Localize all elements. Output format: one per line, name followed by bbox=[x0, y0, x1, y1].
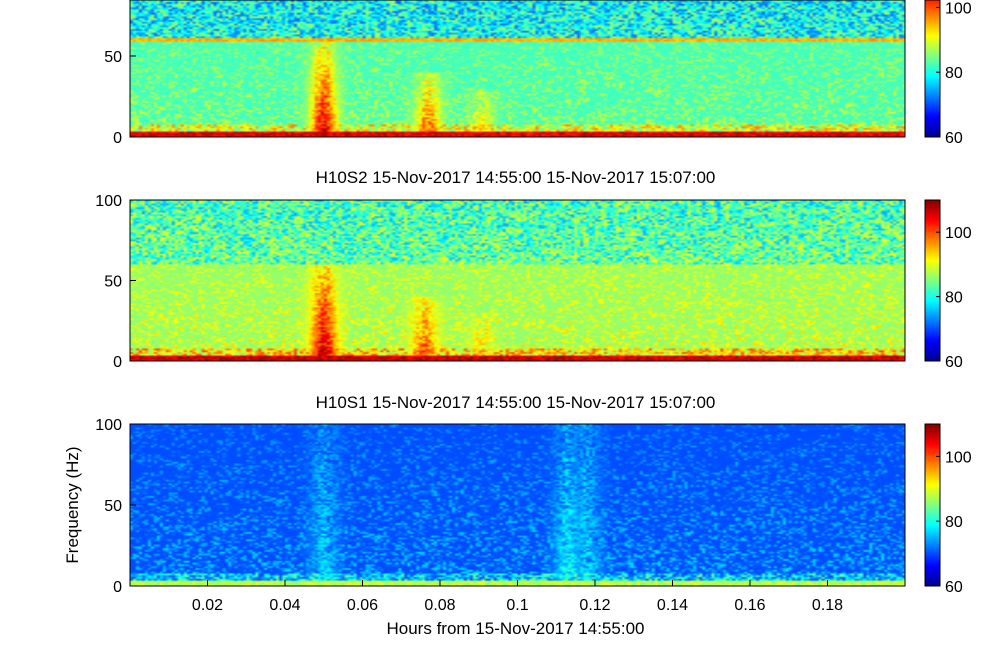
colorbar-tick-label: 80 bbox=[945, 514, 963, 531]
y-tick-label: 50 bbox=[104, 498, 122, 515]
y-tick-label: 100 bbox=[95, 417, 122, 434]
x-tick-label: 0.04 bbox=[269, 597, 300, 614]
x-tick-label: 0.14 bbox=[657, 597, 688, 614]
spectrogram-image bbox=[130, 200, 905, 361]
y-tick-label: 0 bbox=[113, 130, 122, 147]
x-axis-label: Hours from 15-Nov-2017 14:55:00 bbox=[387, 619, 645, 638]
x-tick-label: 0.18 bbox=[812, 597, 843, 614]
x-tick-label: 0.16 bbox=[734, 597, 765, 614]
x-tick-label: 0.06 bbox=[347, 597, 378, 614]
spectrogram-panel: 0 50 100 80 60 bbox=[104, 0, 972, 147]
y-tick-label: 50 bbox=[104, 49, 122, 66]
colorbar-tick-label: 80 bbox=[945, 290, 963, 307]
panel-title: H10S2 15-Nov-2017 14:55:00 15-Nov-2017 1… bbox=[316, 168, 716, 187]
y-tick-label: 0 bbox=[113, 354, 122, 371]
colorbar-tick-label: 60 bbox=[945, 579, 963, 596]
x-tick-label: 0.12 bbox=[579, 597, 610, 614]
y-tick-label: 50 bbox=[104, 274, 122, 291]
colorbar-tick-label: 60 bbox=[945, 354, 963, 371]
colorbar-tick-label: 60 bbox=[945, 130, 963, 147]
panel-title: H10S1 15-Nov-2017 14:55:00 15-Nov-2017 1… bbox=[316, 393, 716, 412]
colorbar bbox=[925, 0, 940, 137]
colorbar-frame bbox=[924, 199, 941, 362]
colorbar-tick-label: 100 bbox=[945, 0, 972, 17]
y-tick-label: 0 bbox=[113, 579, 122, 596]
x-tick-label: 0.08 bbox=[424, 597, 455, 614]
colorbar bbox=[925, 424, 940, 586]
colorbar-frame bbox=[924, 423, 941, 587]
x-tick-label: 0.1 bbox=[506, 597, 528, 614]
x-tick-label: 0.02 bbox=[192, 597, 223, 614]
y-tick-label: 100 bbox=[95, 193, 122, 210]
colorbar-tick-label: 80 bbox=[945, 65, 963, 82]
colorbar-frame bbox=[924, 0, 941, 138]
spectrogram-image bbox=[130, 0, 905, 137]
spectrogram-image bbox=[130, 424, 905, 586]
spectrogram-panel: 100 50 0 0.02 0.04 0.06 0.08 0.1 0.12 0.14 0.16 0.1… bbox=[63, 393, 972, 614]
plot-frame bbox=[129, 0, 906, 138]
colorbar bbox=[925, 200, 940, 361]
spectrogram-panel: 100 50 0 H10S2 15-Nov-2017 14:55:00 15-Nov-… bbox=[95, 168, 972, 371]
y-axis-label: Frequency (Hz) bbox=[63, 446, 82, 563]
colorbar-tick-label: 100 bbox=[945, 225, 972, 242]
colorbar-tick-label: 100 bbox=[945, 449, 972, 466]
